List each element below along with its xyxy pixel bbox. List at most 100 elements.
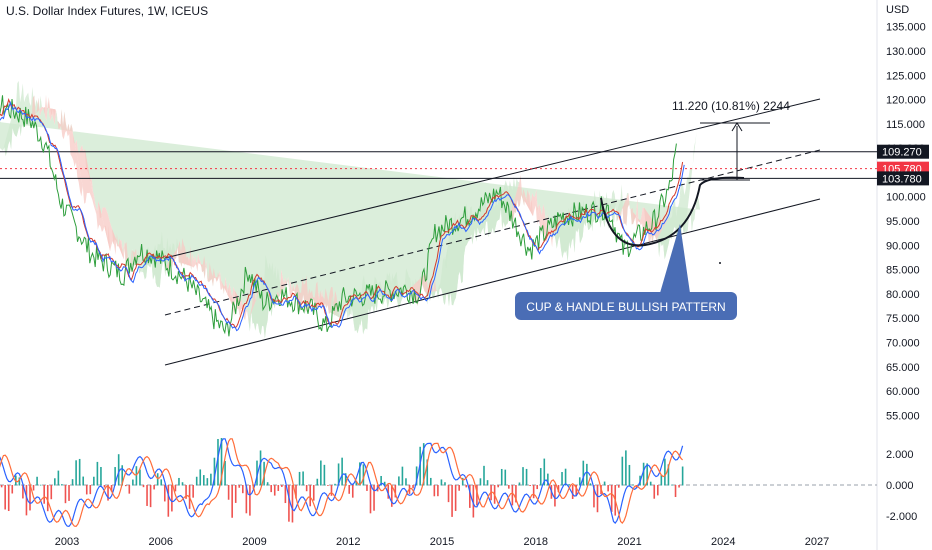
histogram-bar (557, 485, 560, 493)
cloud-segment (289, 275, 315, 312)
conversion-line (0, 100, 685, 332)
measure-label: 11.220 (10.81%) 2244 (672, 99, 790, 113)
histogram-bar (11, 485, 14, 494)
histogram-bar (149, 485, 152, 508)
histogram-bar (337, 463, 340, 486)
pattern-callout[interactable]: CUP & HANDLE BULLISH PATTERN (515, 224, 737, 320)
histogram-bar (7, 485, 10, 512)
histogram-bar (273, 485, 276, 496)
cloud-segment (84, 148, 111, 252)
histogram-bar (426, 459, 429, 486)
histogram-bar (288, 485, 290, 522)
histogram-bar (621, 456, 624, 486)
base-line (0, 97, 684, 329)
measure-tool[interactable]: 11.220 (10.81%) 2244 (672, 99, 790, 181)
channel-lower-line (164, 198, 821, 366)
histogram-bar (71, 479, 74, 486)
histogram-bar (18, 477, 21, 486)
histogram-bar (525, 468, 528, 486)
histogram-bar (25, 485, 28, 516)
histogram-bar (22, 485, 24, 499)
histogram-bar (344, 473, 347, 486)
cloud-segment (344, 275, 370, 334)
histogram-bar (249, 485, 251, 516)
cloud-segment (207, 270, 233, 307)
histogram-bar (61, 484, 63, 486)
histogram-bar (89, 485, 92, 495)
histogram-bar (536, 485, 539, 490)
histogram-bar (461, 477, 464, 486)
cloud-segment (193, 252, 220, 283)
price-tick-label: 115.000 (886, 119, 925, 131)
histogram-bar (217, 438, 219, 486)
histogram-bar (593, 485, 595, 508)
cloud-segment (180, 252, 206, 272)
histogram-bar (0, 485, 3, 488)
histogram-bar (231, 485, 233, 518)
histogram-bar (39, 484, 42, 486)
histogram-bar (405, 478, 407, 486)
cloud-segment (98, 201, 124, 260)
histogram-bar (224, 460, 226, 486)
histogram-bar (75, 460, 77, 486)
histogram-bar (380, 475, 382, 486)
cloud-segment (221, 277, 247, 321)
histogram-bar (259, 450, 262, 486)
histogram-bar (674, 485, 677, 498)
histogram-bar (362, 464, 365, 486)
histogram-bar (458, 485, 460, 491)
histogram-bar (586, 463, 588, 486)
price-tick-label: 80.000 (886, 289, 920, 301)
histogram-bar (483, 465, 485, 486)
price-tag-label: 103.780 (882, 173, 922, 185)
histogram-bar (472, 485, 475, 518)
price-tick-label: 120.000 (886, 95, 926, 107)
histogram-bar (153, 485, 155, 490)
cloud-segment (43, 101, 70, 140)
histogram-bar (529, 485, 531, 487)
histogram-bar (32, 485, 35, 491)
cloud-segment (71, 124, 97, 215)
price-tick-label: 135.000 (886, 22, 926, 34)
oscillator-tick-label: 0.000 (886, 480, 914, 492)
histogram-bar (440, 479, 443, 486)
histogram-bar (107, 485, 109, 501)
axis-unit-label: USD (886, 4, 909, 16)
price-tick-label: 100.000 (886, 192, 926, 204)
oscillator-tick-label: 2.000 (886, 449, 914, 461)
cloud-segment (57, 109, 83, 197)
histogram-bar (178, 477, 180, 486)
time-tick-label: 2006 (149, 536, 173, 548)
histogram-bar (369, 485, 372, 514)
histogram-bar (575, 485, 578, 497)
cloud-segment (671, 131, 697, 243)
histogram-bar (394, 485, 397, 498)
histogram-bar (617, 485, 620, 488)
histogram-bar (497, 485, 499, 488)
histogram-bar (309, 485, 312, 507)
histogram-bar (181, 482, 184, 486)
lagging-span-line (0, 95, 677, 337)
histogram-bar (656, 485, 659, 496)
histogram-bar (610, 485, 613, 512)
histogram-bar (486, 480, 489, 486)
histogram-bar (653, 485, 656, 499)
histogram-bar (589, 483, 592, 486)
histogram-bar (124, 485, 127, 487)
histogram-bar (82, 476, 85, 486)
histogram-bar (110, 485, 113, 492)
histogram-bar (327, 485, 329, 486)
histogram-bar (479, 478, 482, 486)
histogram-bar (29, 485, 31, 511)
oscillator-slow-line (0, 438, 684, 528)
histogram-bar (500, 468, 503, 486)
ichimoku-cloud (0, 80, 700, 339)
histogram-bar (554, 485, 556, 507)
histogram-bar (323, 464, 326, 486)
price-tag-box (877, 171, 929, 186)
histogram-bar (355, 480, 358, 486)
histogram-bar (561, 472, 563, 486)
histogram-bar (429, 477, 432, 486)
histogram-bar (93, 476, 95, 486)
